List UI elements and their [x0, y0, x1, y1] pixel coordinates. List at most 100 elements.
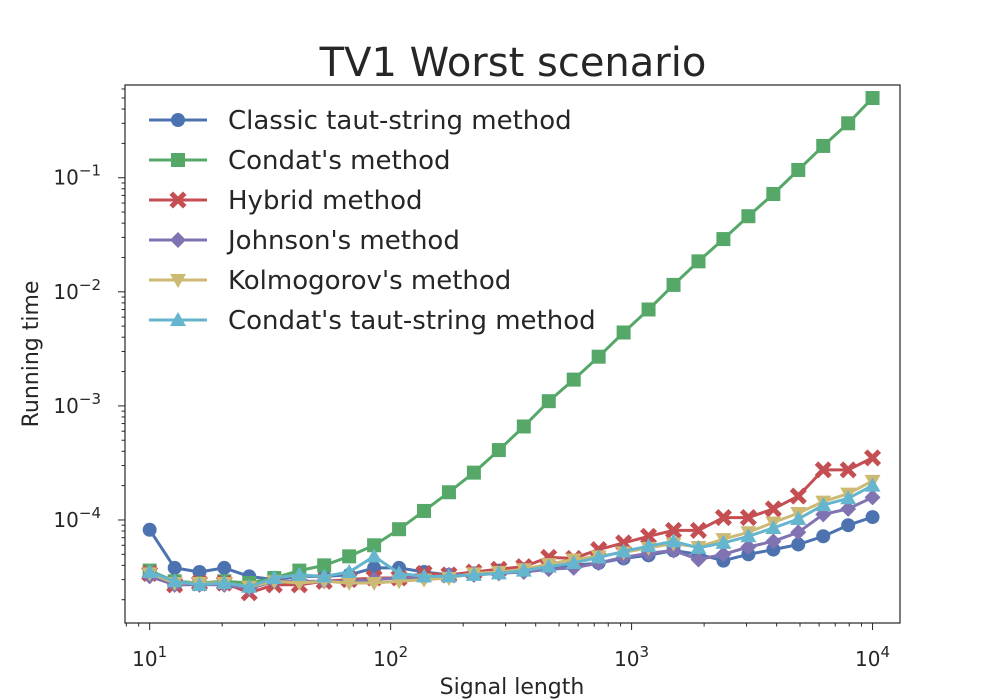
data-point	[689, 521, 708, 539]
data-point	[640, 527, 658, 545]
data-point	[217, 560, 232, 575]
data-point	[266, 570, 283, 585]
plot-area: 101 102 103 104 10−4 10−3 10−2 10−1 Classic taut…	[53, 84, 901, 671]
data-point	[441, 485, 456, 500]
data-point	[839, 461, 857, 479]
data-point	[716, 232, 731, 247]
data-point	[766, 542, 781, 557]
data-point	[640, 538, 657, 553]
data-point	[841, 116, 856, 131]
data-point	[715, 534, 732, 549]
data-point	[765, 520, 782, 535]
data-point	[466, 465, 481, 480]
data-point	[440, 568, 457, 583]
legend-label: Condat's taut-string method	[228, 306, 596, 336]
data-point	[864, 449, 882, 467]
legend-label: Hybrid method	[228, 186, 423, 216]
legend-item: Kolmogorov's method	[149, 266, 511, 296]
data-point	[341, 577, 358, 592]
data-point	[690, 539, 707, 554]
data-point	[690, 551, 707, 568]
data-point	[565, 554, 582, 569]
data-point	[816, 138, 831, 153]
data-point	[316, 568, 333, 583]
y-axis-label: Running time	[19, 281, 44, 428]
data-point	[591, 349, 606, 364]
data-point	[515, 562, 532, 577]
data-point	[789, 487, 807, 505]
data-point	[740, 528, 757, 543]
data-point	[616, 325, 631, 340]
data-point	[740, 538, 757, 555]
data-point	[840, 500, 857, 517]
data-point	[590, 549, 607, 564]
tick-marks	[118, 88, 874, 630]
data-point	[791, 162, 806, 177]
legend-marker-icon	[171, 113, 185, 127]
data-point	[790, 510, 807, 525]
legend-marker-icon	[170, 232, 186, 248]
data-point	[341, 563, 358, 578]
data-point	[142, 522, 157, 537]
legend-label: Johnson's method	[226, 226, 460, 256]
data-point	[566, 372, 581, 387]
data-point	[191, 576, 208, 591]
chart-title: TV1 Worst scenario	[319, 40, 707, 86]
data-point	[816, 529, 831, 544]
x-tick-label: 104	[855, 643, 890, 671]
data-point	[741, 209, 756, 224]
data-point	[366, 548, 383, 563]
data-point	[739, 509, 757, 527]
data-point	[291, 566, 308, 581]
legend-item: Johnson's method	[149, 226, 460, 256]
x-tick-label: 101	[132, 643, 167, 671]
data-point	[815, 497, 832, 512]
legend-item: Hybrid method	[149, 186, 423, 216]
y-tick-label: 10−2	[53, 276, 101, 304]
data-point	[392, 522, 407, 537]
data-point	[691, 254, 706, 269]
data-point	[664, 521, 683, 539]
data-point	[141, 563, 158, 578]
data-point	[516, 419, 531, 434]
data-point	[317, 558, 332, 573]
data-point	[540, 558, 557, 573]
data-point	[765, 533, 782, 550]
y-tick-label: 10−4	[53, 504, 101, 532]
legend-label: Kolmogorov's method	[228, 266, 511, 296]
legend-item: Condat's method	[149, 146, 451, 176]
data-point	[216, 575, 233, 590]
data-point	[342, 549, 357, 564]
data-point	[490, 565, 507, 580]
data-point	[841, 518, 856, 533]
legend-marker-icon	[170, 274, 186, 288]
data-point	[391, 565, 408, 580]
data-point	[791, 537, 806, 552]
data-point	[192, 564, 207, 579]
data-point	[790, 524, 807, 541]
data-point	[416, 568, 433, 583]
data-point	[465, 566, 482, 581]
data-point	[491, 443, 506, 458]
y-tick-label: 10−3	[53, 390, 101, 418]
data-point	[417, 503, 432, 518]
data-point	[766, 187, 781, 202]
legend-label: Condat's method	[228, 146, 451, 176]
data-point	[715, 546, 732, 563]
data-point	[714, 509, 732, 527]
data-point	[665, 533, 682, 548]
data-point	[541, 394, 556, 409]
x-axis-label: Signal length	[440, 675, 585, 700]
data-point	[615, 543, 632, 558]
data-point	[641, 302, 656, 317]
series-6	[141, 477, 881, 593]
data-point	[615, 534, 633, 552]
legend-label: Classic taut-string method	[228, 106, 572, 136]
legend-item: Classic taut-string method	[149, 106, 572, 136]
y-tick-label: 10−1	[53, 162, 101, 190]
data-point	[864, 489, 881, 506]
data-point	[166, 573, 183, 588]
data-point	[367, 538, 382, 553]
